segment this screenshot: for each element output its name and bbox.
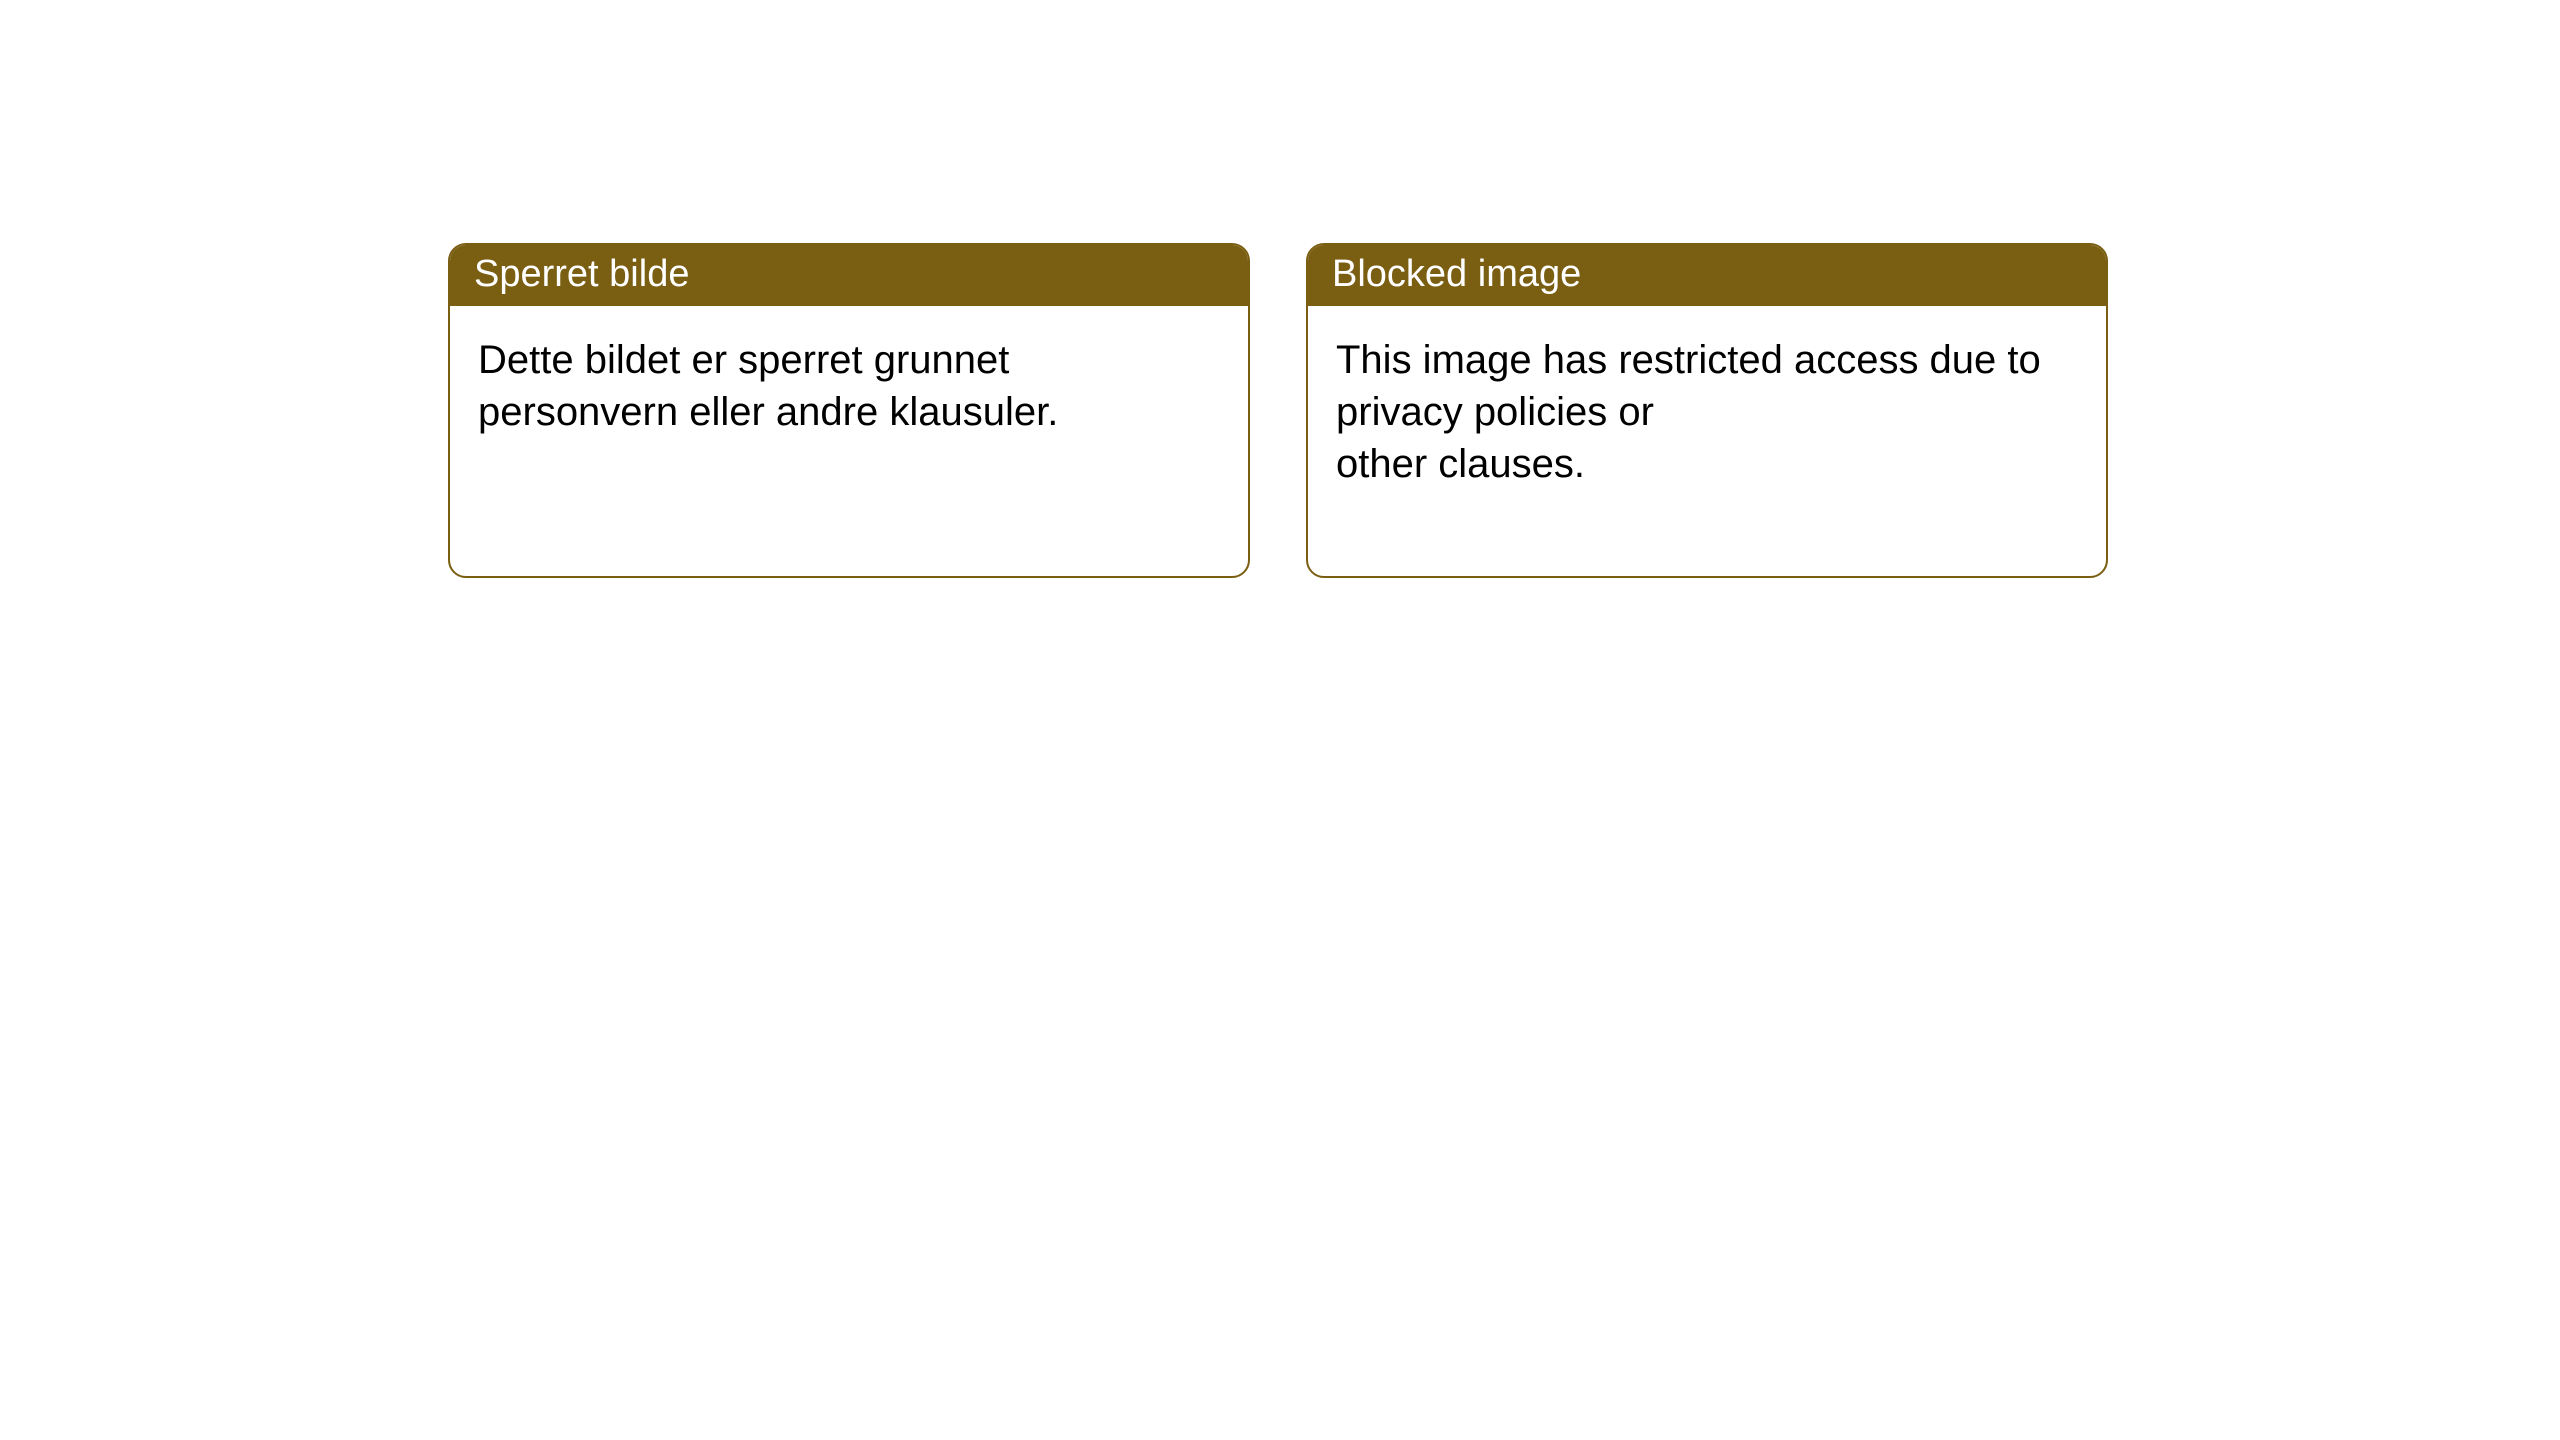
notice-header-no: Sperret bilde <box>450 245 1248 306</box>
notice-card-en: Blocked image This image has restricted … <box>1306 243 2108 578</box>
notice-card-no: Sperret bilde Dette bildet er sperret gr… <box>448 243 1250 578</box>
notice-container: Sperret bilde Dette bildet er sperret gr… <box>0 0 2560 578</box>
notice-body-no: Dette bildet er sperret grunnet personve… <box>450 306 1248 576</box>
notice-header-en: Blocked image <box>1308 245 2106 306</box>
notice-body-en: This image has restricted access due to … <box>1308 306 2106 576</box>
